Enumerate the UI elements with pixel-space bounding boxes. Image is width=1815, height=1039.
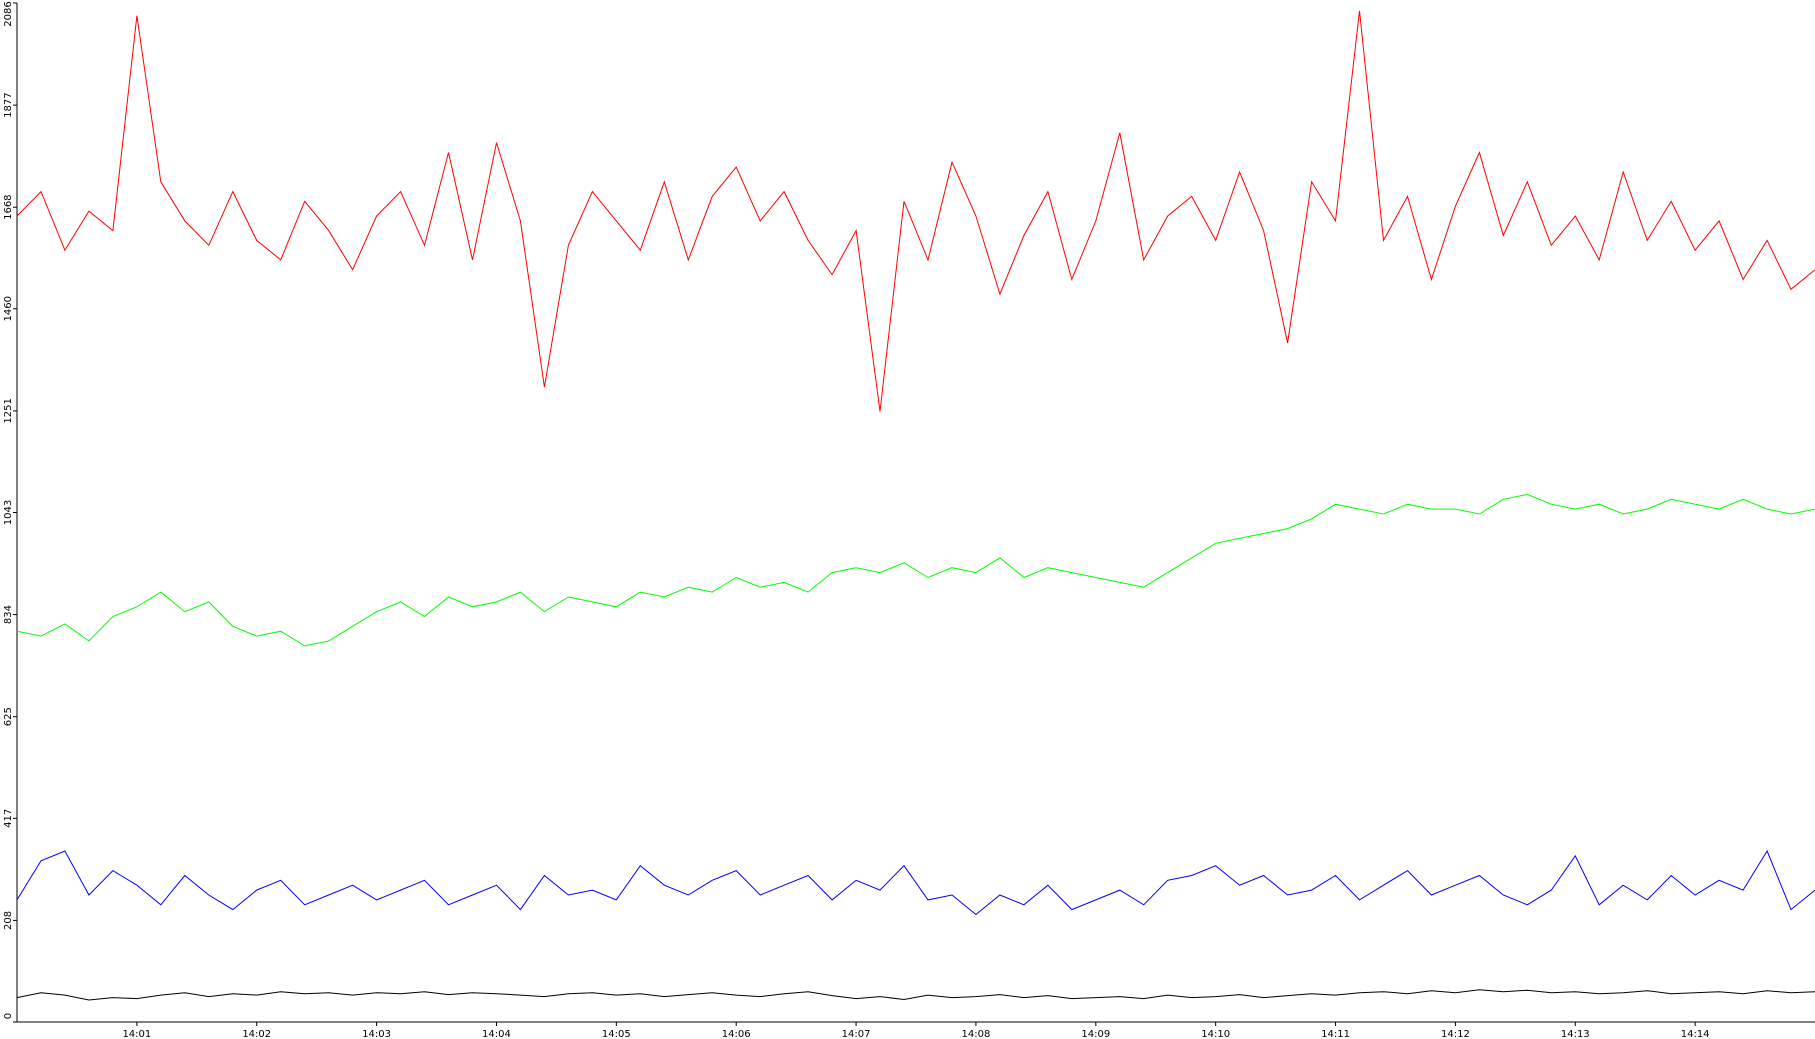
y-tick-label: 417 bbox=[3, 809, 14, 828]
x-tick-label: 14:04 bbox=[482, 1029, 511, 1039]
y-tick-label: 0 bbox=[3, 1013, 14, 1019]
x-tick-label: 14:13 bbox=[1561, 1029, 1590, 1039]
y-tick-label: 834 bbox=[3, 605, 14, 624]
y-tick-label: 208 bbox=[3, 911, 14, 930]
series-line bbox=[16, 493, 1815, 647]
x-tick-label: 14:03 bbox=[362, 1029, 391, 1039]
y-tick-label: 1251 bbox=[3, 398, 14, 423]
y-tick-label: 1877 bbox=[3, 92, 14, 117]
x-tick-label: 14:01 bbox=[122, 1029, 151, 1039]
series-line bbox=[16, 10, 1815, 412]
x-tick-label: 14:08 bbox=[962, 1029, 991, 1039]
x-tick-label: 14:07 bbox=[842, 1029, 871, 1039]
series-line bbox=[16, 989, 1815, 1001]
x-tick-label: 14:05 bbox=[602, 1029, 631, 1039]
y-tick-label: 1668 bbox=[3, 194, 14, 219]
x-tick-label: 14:02 bbox=[242, 1029, 271, 1039]
x-tick-label: 14:12 bbox=[1441, 1029, 1470, 1039]
y-tick-label: 625 bbox=[3, 707, 14, 726]
x-tick-label: 14:10 bbox=[1201, 1029, 1230, 1039]
x-tick-label: 14:11 bbox=[1321, 1029, 1350, 1039]
series-line bbox=[16, 849, 1815, 916]
y-tick-label: 1043 bbox=[3, 500, 14, 525]
y-tick-label: 1460 bbox=[3, 296, 14, 321]
x-tick-label: 14:14 bbox=[1681, 1029, 1710, 1039]
x-tick-label: 14:06 bbox=[722, 1029, 751, 1039]
x-tick-label: 14:09 bbox=[1081, 1029, 1110, 1039]
y-tick-label: 2086 bbox=[3, 1, 14, 26]
